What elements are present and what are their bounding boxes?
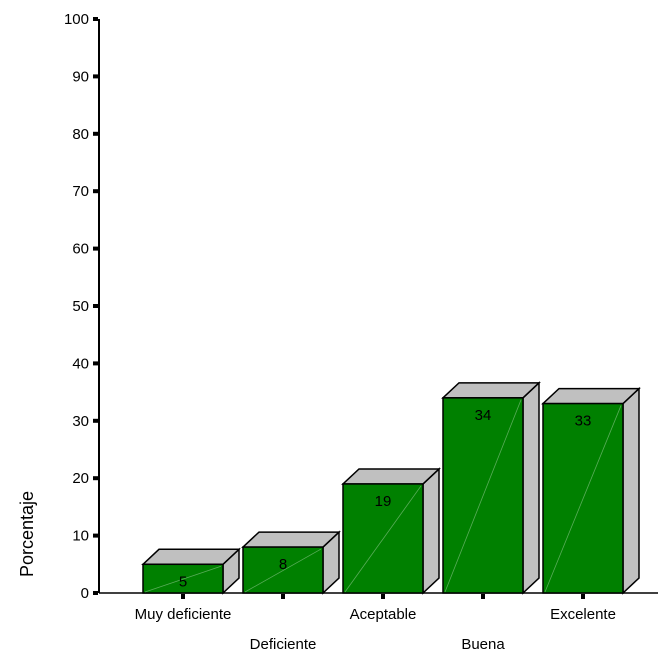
x-category-label: Aceptable <box>350 606 417 623</box>
bar-3: 19 <box>341 467 441 595</box>
bar-highlight <box>444 399 522 593</box>
y-tick-mark <box>93 591 98 595</box>
y-tick-mark <box>93 418 98 423</box>
bar-top-face <box>541 387 641 405</box>
x-tick-mark <box>281 594 285 599</box>
y-tick-label: 50 <box>72 298 89 315</box>
bars: 5 8 19 34 33 <box>141 381 641 595</box>
bar-value-label: 5 <box>179 573 187 590</box>
y-ticks: 0 10 20 30 40 50 60 70 80 90 100 <box>64 11 98 602</box>
bar-front-face <box>542 402 624 594</box>
x-ticks <box>181 594 585 599</box>
bar-highlight <box>244 548 322 593</box>
bar-highlight <box>544 405 622 593</box>
bar-front-face <box>242 546 324 594</box>
bar-front-face <box>342 483 424 594</box>
y-tick-label: 100 <box>64 11 89 28</box>
y-tick-label: 80 <box>72 126 89 143</box>
y-tick-label: 30 <box>72 413 89 430</box>
bar-side-face <box>422 467 440 595</box>
bar-top-face <box>141 548 241 566</box>
y-tick-label: 90 <box>72 68 89 85</box>
x-tick-mark <box>181 594 185 599</box>
y-tick-mark <box>93 304 98 308</box>
y-tick-mark <box>93 246 98 251</box>
y-tick-label: 60 <box>72 241 89 258</box>
y-tick-label: 20 <box>72 470 89 487</box>
y-axis-title: Porcentaje <box>17 491 37 577</box>
bar-side-face <box>622 386 640 595</box>
bar-value-label: 19 <box>375 493 392 510</box>
bar-front-face <box>442 397 524 594</box>
bar-top-face <box>241 531 341 548</box>
bar-highlight <box>344 485 422 593</box>
y-tick-mark <box>93 533 98 538</box>
x-category-label: Muy deficiente <box>135 606 232 623</box>
x-category-label: Excelente <box>550 606 616 623</box>
y-tick-mark <box>93 361 98 366</box>
y-tick-label: 40 <box>72 355 89 372</box>
y-tick-label: 10 <box>72 528 89 545</box>
bar-front-face <box>142 563 224 594</box>
y-tick-mark <box>93 17 98 21</box>
category-labels: Muy deficiente Deficiente Aceptable Buena Ex… <box>135 606 616 653</box>
bar-highlight <box>144 565 222 593</box>
x-tick-mark <box>381 594 385 599</box>
y-tick-mark <box>93 189 98 194</box>
bar-2: 8 <box>241 530 341 595</box>
bar-5: 33 <box>541 386 641 595</box>
y-tick-label: 70 <box>72 183 89 200</box>
x-tick-mark <box>581 594 585 599</box>
bar-value-label: 34 <box>475 407 492 424</box>
x-category-label: Buena <box>461 636 505 653</box>
y-tick-mark <box>93 476 98 481</box>
x-tick-mark <box>481 594 485 599</box>
y-tick-mark <box>93 74 98 79</box>
bar-1: 5 <box>141 547 241 595</box>
y-tick-label: 0 <box>81 585 89 602</box>
bar-4: 34 <box>441 381 541 595</box>
bar-top-face <box>341 468 441 485</box>
y-tick-mark <box>93 131 98 136</box>
bar-value-label: 8 <box>279 556 287 573</box>
bar-side-face <box>522 381 540 595</box>
x-category-label: Deficiente <box>250 636 317 653</box>
bar-top-face <box>441 382 541 399</box>
bar-value-label: 33 <box>575 413 592 430</box>
